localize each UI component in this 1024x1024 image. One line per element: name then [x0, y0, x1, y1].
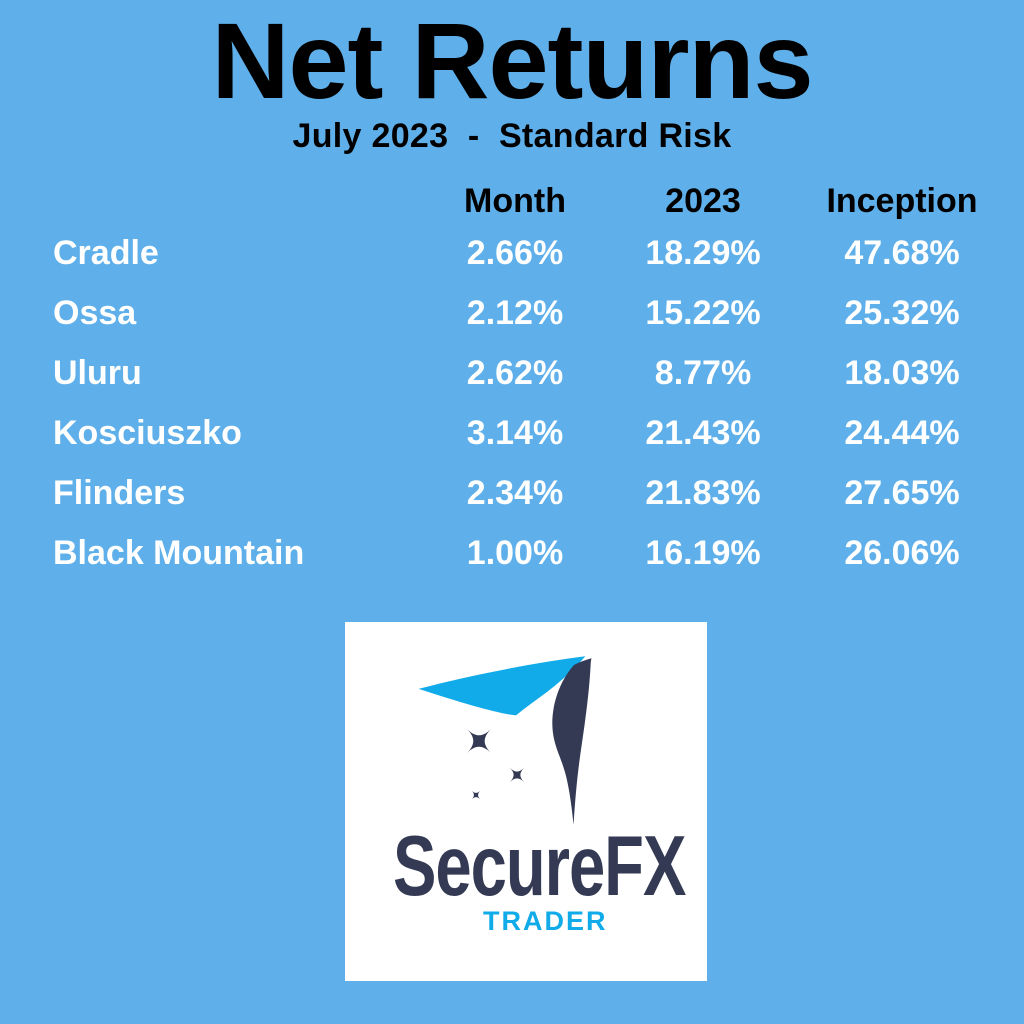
- svg-text:SecureFX: SecureFX: [393, 819, 686, 915]
- svg-text:TRADER: TRADER: [483, 906, 608, 936]
